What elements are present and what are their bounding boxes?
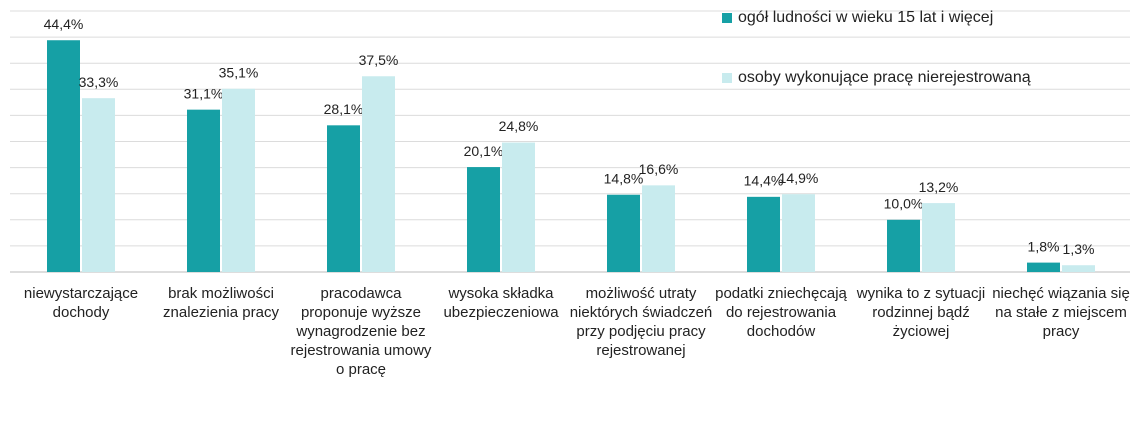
value-label: 35,1% — [219, 64, 259, 80]
bar — [222, 88, 255, 272]
bar — [782, 194, 815, 272]
value-label: 33,3% — [79, 74, 119, 90]
value-label: 16,6% — [639, 161, 679, 177]
value-label: 24,8% — [499, 118, 539, 134]
bar — [887, 219, 920, 272]
value-label: 1,8% — [1028, 238, 1060, 254]
x-tick-label: możliwość utraty niektórych świadczeń pr… — [569, 285, 713, 359]
x-tick-label: podatki zniechęcają do rejestrowania doc… — [715, 285, 847, 340]
x-tick-label: niewystarczające dochody — [23, 285, 139, 321]
legend-swatch — [722, 13, 732, 23]
legend-label: ogół ludności w wieku 15 lat i więcej — [738, 9, 993, 26]
value-label: 28,1% — [324, 101, 364, 117]
value-label: 31,1% — [184, 85, 224, 101]
value-label: 20,1% — [464, 143, 504, 159]
value-label: 10,0% — [884, 196, 924, 212]
bar — [47, 40, 80, 273]
bar — [187, 109, 220, 273]
bar — [642, 185, 675, 272]
value-label: 14,9% — [779, 170, 819, 186]
bar — [502, 142, 535, 272]
bar — [82, 98, 115, 272]
bar — [362, 76, 395, 272]
x-tick-label: niechęć wiązania się na stałe z miejscem… — [992, 285, 1130, 340]
value-label: 37,5% — [359, 52, 399, 68]
value-label: 1,3% — [1063, 241, 1095, 257]
bar — [1027, 262, 1060, 272]
x-tick-label: pracodawca proponuje wyższe wynagrodzeni… — [290, 285, 432, 378]
bar — [467, 167, 500, 272]
x-tick-label: brak możliwości znalezienia pracy — [163, 285, 279, 321]
bar — [1062, 265, 1095, 272]
value-label: 44,4% — [44, 16, 84, 32]
bar — [327, 125, 360, 273]
bar — [607, 194, 640, 272]
bar — [747, 196, 780, 272]
value-label: 14,8% — [604, 170, 644, 186]
bar — [922, 203, 955, 272]
legend-swatch — [722, 73, 732, 83]
x-tick-label: wysoka składka ubezpieczeniowa — [443, 285, 559, 321]
value-label: 14,4% — [744, 173, 784, 189]
x-tick-label: wynika to z sytuacji rodzinnej bądź życi… — [856, 285, 986, 340]
legend-label: osoby wykonujące pracę nierejestrowaną — [738, 69, 1031, 86]
value-label: 13,2% — [919, 179, 959, 195]
